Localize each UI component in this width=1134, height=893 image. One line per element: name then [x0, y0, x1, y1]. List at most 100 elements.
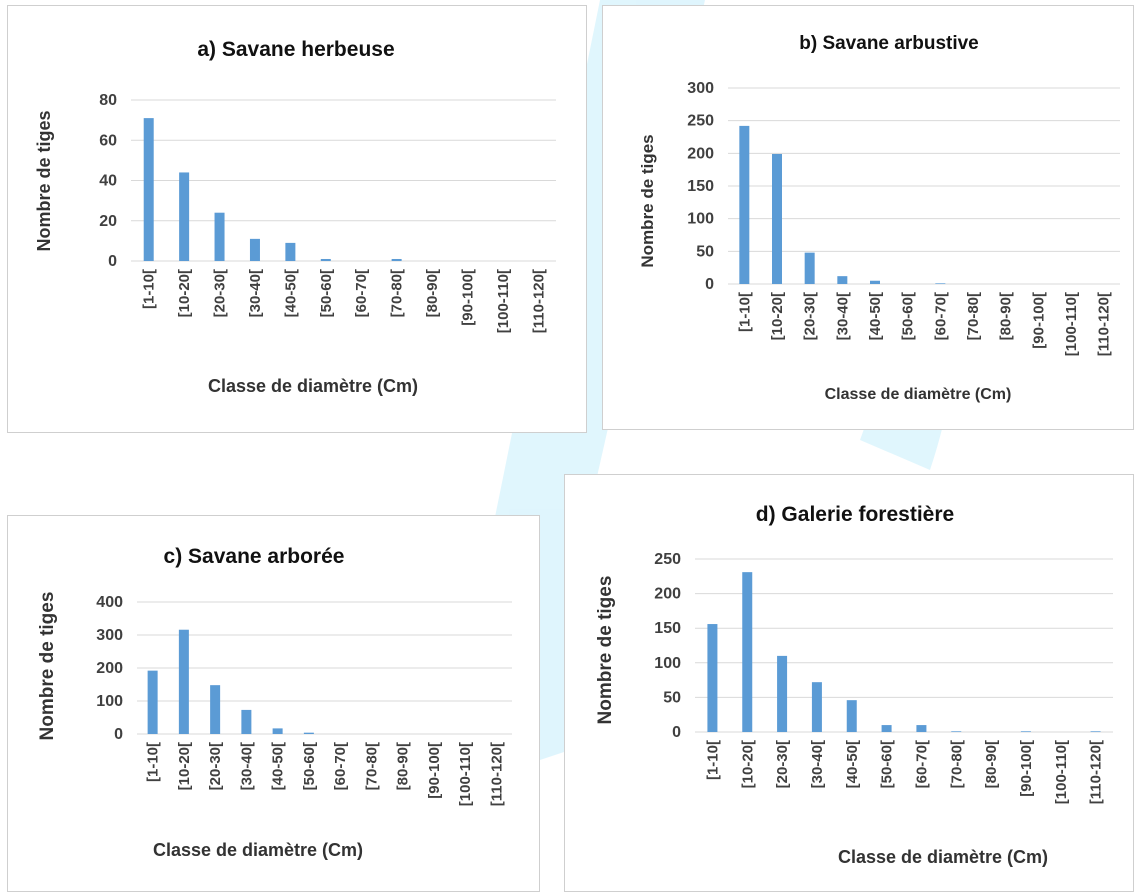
x-tick-label: [50-60[ — [301, 742, 318, 790]
x-axis-label: Classe de diamètre (Cm) — [208, 376, 418, 396]
y-tick-label: 150 — [687, 178, 714, 195]
y-tick-label: 80 — [99, 92, 117, 109]
y-tick-label: 100 — [654, 655, 681, 672]
bar — [811, 682, 822, 732]
x-tick-label: [90-100[ — [459, 269, 476, 326]
x-tick-label: [1-10[ — [141, 269, 158, 309]
bar — [214, 212, 225, 261]
bar — [143, 118, 154, 261]
bar — [742, 572, 753, 732]
bar — [391, 258, 402, 261]
bar — [707, 624, 718, 732]
y-tick-label: 0 — [114, 726, 123, 743]
x-axis-label: Classe de diamètre (Cm) — [838, 847, 1048, 867]
x-tick-label: [80-90[ — [424, 269, 441, 317]
y-tick-label: 50 — [663, 689, 681, 706]
y-tick-label: 300 — [96, 627, 123, 644]
chart-panel-b: 0 50 100 150 200 250 300 [1-10[ [10-20[ [20-30[ [3… — [602, 5, 1134, 430]
bar — [178, 629, 189, 734]
x-tick-label: [90-100[ — [426, 742, 443, 799]
bar — [951, 731, 962, 732]
bar — [241, 709, 252, 734]
x-tick-label: [60-70[ — [353, 269, 370, 317]
y-tick-label: 100 — [687, 211, 714, 228]
x-tick-label: [60-70[ — [913, 740, 930, 788]
x-tick-label: [50-60[ — [879, 740, 896, 788]
x-tick-label: [70-80[ — [389, 269, 406, 317]
x-tick-label: [30-40[ — [238, 742, 255, 790]
x-tick-label: [30-40[ — [247, 269, 264, 317]
x-tick-label: [1-10[ — [736, 292, 753, 332]
chart-panel-c: 0 100 200 300 400 [1-10[[10-20[[20-30[[30-40[… — [7, 515, 540, 892]
x-tick-label: [20-30[ — [207, 742, 224, 790]
x-tick-label: [20-30[ — [802, 292, 819, 340]
x-tick-label: [110-120[ — [488, 742, 505, 806]
x-tick-label: [50-60[ — [318, 269, 335, 317]
bar — [147, 670, 158, 734]
bar — [249, 238, 260, 261]
bar — [1090, 731, 1101, 732]
x-tick-label: [90-100[ — [1030, 292, 1047, 349]
x-tick-label: [110-120[ — [1088, 740, 1105, 804]
chart-title: b) Savane arbustive — [799, 33, 979, 54]
x-tick-label: [100-110[ — [1053, 740, 1070, 804]
x-tick-label: [20-30[ — [212, 269, 229, 317]
chart-a: 0 20 40 60 80 [1-10[[10-20[[20-30[[30-40[[40-… — [34, 38, 556, 396]
y-tick-label: 250 — [654, 551, 681, 568]
x-axis-label: Classe de diamètre (Cm) — [825, 386, 1012, 403]
x-tick-label: [30-40[ — [834, 292, 851, 340]
x-tick-label: [90-100[ — [1018, 740, 1035, 797]
y-tick-label: 100 — [96, 693, 123, 710]
y-tick-label: 60 — [99, 132, 117, 149]
x-tick-label: [70-80[ — [965, 292, 982, 340]
y-tick-label: 250 — [687, 113, 714, 130]
y-tick-label: 20 — [99, 213, 117, 230]
y-tick-label: 400 — [96, 594, 123, 611]
x-tick-label: [10-20[ — [739, 740, 756, 788]
bar — [320, 258, 331, 261]
y-tick-label: 0 — [672, 724, 681, 741]
y-tick-label: 200 — [654, 586, 681, 603]
x-tick-label: [10-20[ — [769, 292, 786, 340]
bar — [837, 276, 848, 284]
bar — [739, 125, 750, 284]
x-tick-label: [110-120[ — [530, 269, 547, 333]
x-tick-label: [30-40[ — [809, 740, 826, 788]
y-tick-label: 300 — [687, 80, 714, 97]
y-axis-label: Nombre de tiges — [34, 110, 54, 251]
bar — [846, 700, 857, 732]
y-tick-label: 50 — [696, 243, 714, 260]
bar — [772, 153, 782, 284]
chart-c: 0 100 200 300 400 [1-10[[10-20[[20-30[[30-40[… — [37, 545, 512, 860]
bar — [285, 242, 296, 261]
x-tick-label: [100-110[ — [1063, 292, 1080, 356]
x-tick-label: [100-110[ — [495, 269, 512, 333]
bar — [179, 172, 190, 261]
bar — [1020, 731, 1031, 732]
bar — [303, 732, 314, 734]
chart-panel-d: 0 50 100 150 200 250 [1-10[[10-20[[20-30[[30-4… — [564, 474, 1134, 892]
x-tick-label: [40-50[ — [867, 292, 884, 340]
bar — [777, 655, 788, 732]
x-tick-label: [1-10[ — [704, 740, 721, 780]
x-tick-label: [80-90[ — [983, 740, 1000, 788]
x-tick-label: [10-20[ — [176, 269, 193, 317]
x-tick-label: [60-70[ — [332, 742, 349, 790]
chart-title: d) Galerie forestière — [756, 503, 954, 526]
chart-d: 0 50 100 150 200 250 [1-10[[10-20[[20-30[[30-4… — [595, 503, 1113, 867]
y-tick-label: 200 — [687, 145, 714, 162]
x-tick-label: [20-30[ — [774, 740, 791, 788]
bar — [804, 252, 815, 284]
x-tick-label: [100-110[ — [457, 742, 474, 806]
x-tick-label: [70-80[ — [948, 740, 965, 788]
y-tick-label: 0 — [705, 276, 714, 293]
x-tick-label: [50-60[ — [900, 292, 917, 340]
x-tick-label: [70-80[ — [363, 742, 380, 790]
y-tick-label: 0 — [108, 253, 117, 270]
x-tick-label: [40-50[ — [844, 740, 861, 788]
bar — [870, 280, 880, 284]
chart-b: 0 50 100 150 200 250 300 [1-10[ [10-20[ [20-30[ [3… — [638, 33, 1120, 403]
x-tick-label: [110-120[ — [1096, 292, 1113, 356]
x-tick-label: [1-10[ — [145, 742, 162, 782]
chart-title: c) Savane arborée — [164, 545, 345, 568]
